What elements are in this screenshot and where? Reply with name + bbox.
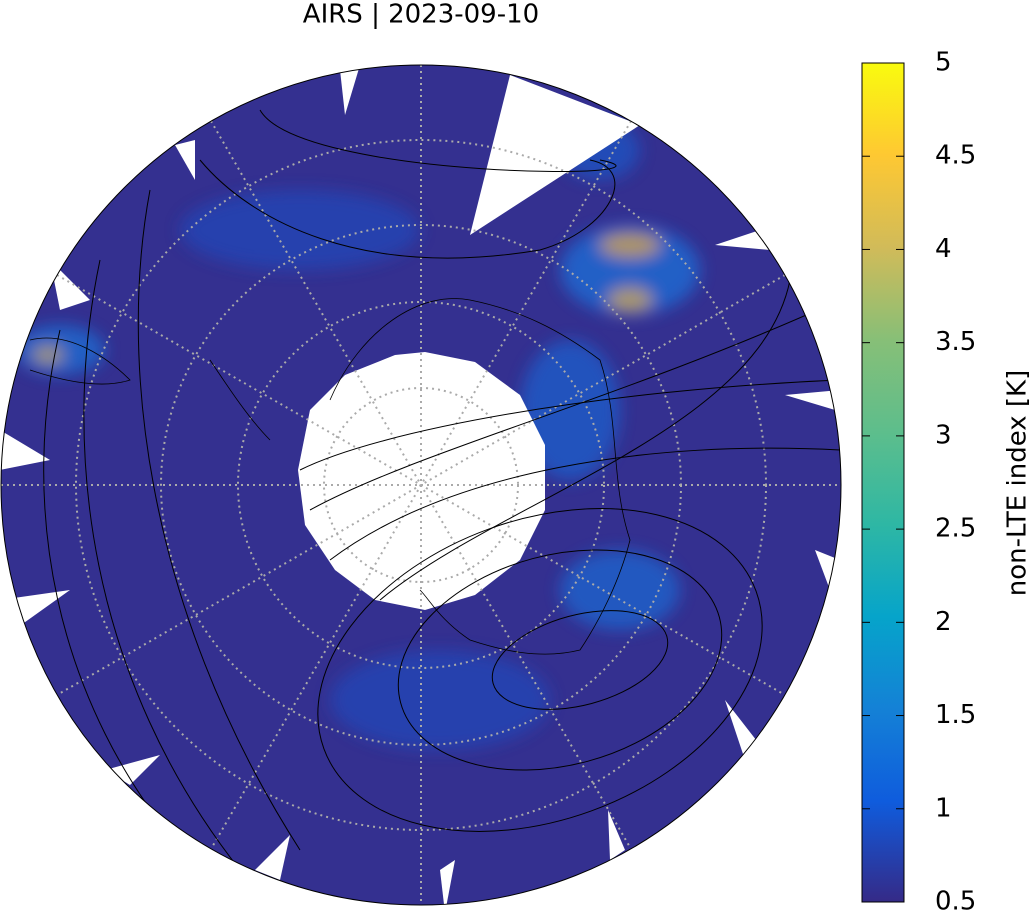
colorbar-tick-label: 4.5 (935, 141, 976, 171)
title: AIRS | 2023-09-10 (303, 0, 539, 30)
coastline (29, 337, 131, 385)
coastline (209, 359, 271, 441)
colorbar-tick-label: 2 (935, 607, 952, 637)
colorbar-tick-label: 0.5 (935, 887, 976, 913)
colorbar-ticks: 0.5 1 1.5 2 2.5 3 3.5 4 4.5 5 (862, 48, 976, 913)
colorbar-tick-label: 5 (935, 48, 952, 78)
graticule (1, 65, 841, 905)
contours (43, 109, 841, 871)
colorbar-label: non-LTE index [K] (1003, 370, 1032, 596)
colorbar-tick-label: 3 (935, 420, 952, 450)
map-border (0, 64, 842, 906)
colorbar-tick-label: 3.5 (935, 327, 976, 357)
colorbar-tick-label: 2.5 (935, 514, 976, 544)
colorbar-tick-label: 1.5 (935, 700, 976, 730)
colorbar-tick-label: 4 (935, 234, 952, 264)
colorbar (861, 62, 905, 903)
coastline (329, 298, 631, 655)
colorbar-tick-label: 1 (935, 793, 952, 823)
map (1, 65, 841, 905)
